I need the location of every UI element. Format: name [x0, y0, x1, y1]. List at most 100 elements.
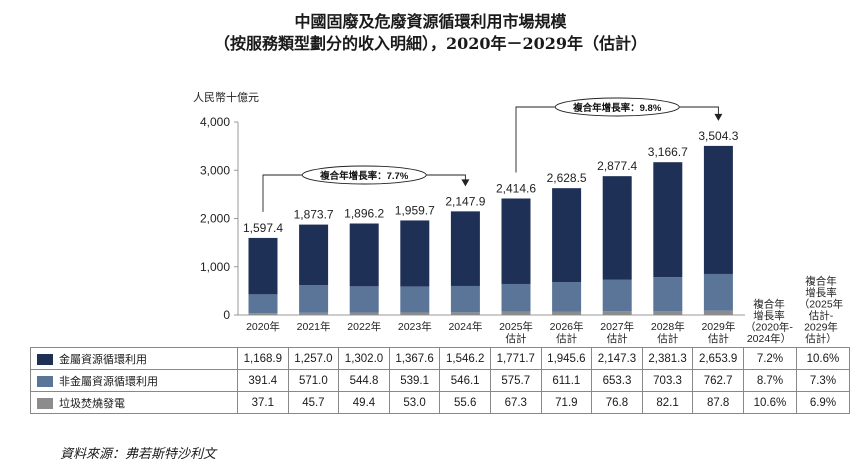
table-cell-cagr: 7.3% — [795, 369, 850, 392]
bar-total-label: 3,166.7 — [648, 145, 688, 159]
cagr-bracket-right — [679, 106, 719, 115]
bar-segment-metal — [400, 220, 430, 287]
x-tick-label: 2022年 — [347, 320, 381, 333]
cagr-label: 複合年增長率：9.8% — [572, 102, 662, 114]
x-tick-label: 2025年估計 — [499, 320, 533, 345]
table-cell-value: 571.0 — [287, 369, 340, 392]
table-cell-cagr: 7.2% — [742, 347, 797, 370]
cagr-oval — [554, 97, 680, 117]
table-row: 垃圾焚燒發電 37.1 45.7 49.4 53.0 55.6 67.3 71.9 76.8 82… — [30, 391, 850, 414]
cagr-bracket-right — [426, 174, 466, 181]
bar-segment-waste — [400, 312, 430, 315]
bar-segment-nonmetal — [349, 286, 379, 313]
table-cell-value: 1,771.7 — [489, 347, 542, 370]
table-cell-value: 539.1 — [388, 369, 441, 392]
bar-total-label: 2,414.6 — [496, 181, 536, 195]
y-axis-unit-label: 人民幣十億元 — [193, 90, 259, 104]
series-name: 非金屬資源循環利用 — [59, 374, 158, 388]
y-tick-label: 2,000 — [200, 212, 230, 226]
series-name: 金屬資源循環利用 — [59, 352, 147, 366]
bar-segment-metal — [501, 198, 531, 284]
bar-total-label: 1,896.2 — [344, 207, 384, 221]
bar-segment-metal — [349, 223, 379, 287]
bar-segment-nonmetal — [552, 282, 582, 312]
bar-segment-metal — [703, 145, 733, 274]
x-tick-label: 2021年 — [297, 320, 331, 333]
bar-segment-waste — [653, 311, 683, 315]
bar-segment-nonmetal — [602, 279, 632, 312]
table-cell-value: 2,147.3 — [591, 347, 643, 370]
cagr-arrowhead — [714, 113, 723, 121]
bar-segment-waste — [450, 312, 480, 315]
table-cell-cagr: 8.7% — [742, 369, 797, 392]
bar-segment-waste — [703, 310, 733, 315]
table-cell-value: 611.1 — [540, 369, 593, 392]
y-tick-label: 3,000 — [200, 163, 230, 177]
bar-segment-metal — [248, 237, 278, 295]
y-tick-label: 1,000 — [200, 260, 230, 274]
cagr-bracket-left — [515, 106, 556, 173]
chart-title-line1: 中國固廢及危廢資源循環利用市場規模 — [294, 12, 567, 31]
cagr-oval — [301, 165, 427, 185]
x-tick-label: 2024年 — [448, 320, 482, 333]
bar-segment-nonmetal — [400, 286, 430, 313]
series-name: 垃圾焚燒發電 — [59, 396, 125, 410]
bar-segment-nonmetal — [653, 277, 683, 312]
source-note: 資料來源：弗若斯特沙利文 — [60, 447, 217, 462]
bar-segment-metal — [450, 211, 480, 286]
table-cell-value: 55.6 — [439, 391, 491, 414]
bar-total-label: 1,597.4 — [243, 221, 283, 235]
cagr-arrowhead — [461, 179, 470, 187]
table-cell-value: 575.7 — [489, 369, 542, 392]
bar-segment-metal — [653, 162, 683, 278]
table-cell-value: 391.4 — [237, 369, 289, 392]
legend-swatch — [37, 354, 53, 365]
x-tick-label: 2026年估計 — [550, 320, 584, 345]
cagr-column-header: 複合年增長率（2025年估計-2029年估計） — [799, 275, 843, 346]
data-table: 金屬資源循環利用 1,168.9 1,257.0 1,302.0 1,367.6 1,54… — [30, 347, 850, 414]
table-cell-cagr: 10.6% — [795, 347, 850, 370]
table-cell-value: 53.0 — [388, 391, 441, 414]
series-label: 金屬資源循環利用 — [30, 347, 238, 370]
x-tick-label: 2027年估計 — [600, 320, 634, 345]
table-cell-cagr: 6.9% — [795, 391, 850, 414]
table-row: 金屬資源循環利用 1,168.9 1,257.0 1,302.0 1,367.6 1,54… — [30, 347, 850, 370]
bar-segment-metal — [552, 188, 582, 283]
x-tick-label: 2029年估計 — [701, 320, 735, 345]
table-cell-value: 71.9 — [540, 391, 593, 414]
table-cell-value: 49.4 — [338, 391, 390, 414]
table-cell-value: 1,257.0 — [287, 347, 340, 370]
bar-total-label: 2,147.9 — [445, 194, 485, 208]
bar-segment-waste — [602, 311, 632, 315]
bar-segment-waste — [552, 311, 582, 315]
table-cell-value: 82.1 — [641, 391, 694, 414]
table-cell-value: 67.3 — [489, 391, 542, 414]
stacked-bar-chart: 人民幣十億元 0 1,000 2,000 3,000 4,000 1,597.4 2020年 1… — [193, 90, 843, 346]
table-row: 非金屬資源循環利用 391.4 571.0 544.8 539.1 546.1 575.7 6… — [30, 369, 850, 392]
table-cell-value: 87.8 — [692, 391, 744, 414]
y-tick-label: 4,000 — [200, 115, 230, 129]
table-cell-value: 762.7 — [692, 369, 744, 392]
x-tick-label: 2023年 — [398, 320, 432, 333]
bar-segment-nonmetal — [501, 283, 531, 312]
table-cell-value: 1,546.2 — [439, 347, 491, 370]
cagr-column-header: 複合年增長率（2020年-2024年） — [745, 298, 793, 346]
table-cell-value: 1,945.6 — [540, 347, 593, 370]
bar-segment-metal — [602, 176, 632, 280]
bar-total-label: 1,873.7 — [294, 208, 334, 222]
table-cell-value: 45.7 — [287, 391, 340, 414]
series-label: 非金屬資源循環利用 — [30, 369, 238, 392]
table-cell-value: 546.1 — [439, 369, 491, 392]
table-cell-value: 653.3 — [591, 369, 643, 392]
x-tick-label: 2020年 — [246, 320, 280, 333]
series-label: 垃圾焚燒發電 — [30, 391, 238, 414]
bar-segment-nonmetal — [299, 285, 329, 313]
bar-segment-waste — [299, 312, 329, 315]
legend-swatch — [37, 398, 53, 409]
table-cell-value: 2,381.3 — [641, 347, 694, 370]
bar-segment-metal — [299, 224, 329, 286]
table-cell-value: 1,302.0 — [338, 347, 390, 370]
bar-segment-nonmetal — [248, 294, 278, 314]
bar-segment-waste — [248, 313, 278, 315]
chart-title-line2: （按服務類型劃分的收入明細），2020年－2029年（估計） — [213, 34, 648, 53]
